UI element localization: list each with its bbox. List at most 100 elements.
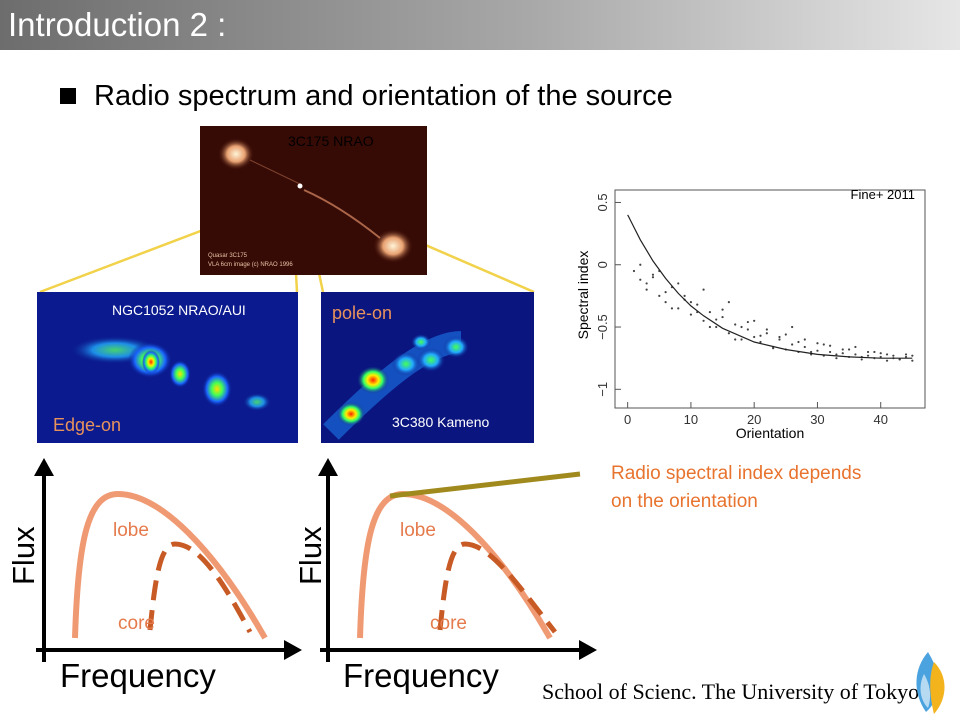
scatter-point: [696, 303, 699, 306]
slide-title: Introduction 2 :: [8, 6, 227, 43]
scatter-point: [898, 358, 901, 361]
scatter-point: [829, 350, 832, 354]
x-tick-label: 40: [873, 412, 887, 427]
scatter-point: [879, 352, 882, 355]
scatter-point: [645, 282, 648, 285]
core-label-left: core: [118, 613, 155, 634]
scatter-point: [765, 332, 768, 335]
bullet-text: Radio spectrum and orientation of the so…: [94, 80, 673, 112]
scatter-point: [778, 335, 781, 339]
scatter-point: [797, 340, 800, 344]
scatter-point: [715, 325, 718, 329]
scatter-point: [664, 291, 667, 294]
credit-line-2: VLA 6cm image (c) NRAO 1996: [208, 262, 293, 268]
scatter-point: [734, 338, 737, 341]
flux-axis-label-right: Flux: [293, 526, 328, 585]
scatter-point: [753, 335, 756, 339]
scatter-point: [911, 359, 914, 362]
scatter-point: [727, 301, 730, 304]
core-curve: [437, 541, 557, 634]
pole-on-label: pole-on: [332, 303, 393, 323]
plot-citation: Fine+ 2011: [851, 187, 915, 202]
scatter-point: [772, 347, 775, 350]
scatter-point: [727, 332, 730, 335]
y-tick-label: 0.5: [595, 193, 610, 211]
scatter-point: [715, 318, 718, 321]
scatter-point: [632, 269, 636, 273]
x-axis-arrow-icon: [579, 640, 597, 660]
scatter-point: [854, 345, 857, 349]
scatter-point: [677, 282, 680, 285]
scatter-point: [645, 288, 648, 291]
scatter-point: [702, 288, 705, 291]
scatter-point: [746, 328, 749, 331]
x-tick-label: 30: [810, 412, 824, 427]
frequency-axis-label-left: Frequency: [60, 657, 216, 694]
scatter-point: [854, 353, 857, 356]
x-axis-label: Orientation: [736, 425, 804, 441]
x-tick-label: 20: [747, 412, 761, 427]
scatter-point: [734, 323, 737, 326]
image-caption-3c380: 3C380 Kameno: [392, 414, 490, 430]
x-tick-label: 10: [684, 412, 698, 427]
scatter-point: [759, 340, 762, 344]
scatter-point: [885, 353, 889, 356]
slope-line: [389, 471, 581, 499]
y-axis-arrow-icon: [34, 458, 54, 476]
scatter-point: [670, 307, 674, 310]
edge-on-label: Edge-on: [53, 415, 122, 435]
spectral-index-note: Radio spectral index depends on the orie…: [611, 460, 861, 516]
y-tick-label: −0.5: [595, 314, 610, 340]
scatter-point: [778, 338, 781, 341]
frequency-axis-label-right: Frequency: [343, 657, 499, 694]
y-tick-label: 0: [595, 261, 610, 268]
scatter-point: [835, 353, 838, 356]
scatter-point: [879, 355, 882, 359]
scatter-point: [873, 350, 876, 354]
plot-frame: [614, 189, 926, 409]
x-tick-label: 0: [624, 412, 631, 427]
flux-axis-label-left: Flux: [6, 526, 41, 585]
scatter-point: [791, 325, 794, 329]
scatter-point: [816, 349, 819, 352]
core-curve: [147, 541, 253, 634]
scatter-point: [664, 301, 667, 304]
y-tick-label: −1: [595, 382, 610, 397]
scatter-point: [753, 319, 756, 322]
scatter-point: [740, 338, 743, 341]
note-line-1: Radio spectral index depends: [611, 463, 862, 484]
scatter-point: [677, 307, 680, 310]
scatter-point: [892, 354, 895, 357]
scatter-point: [765, 328, 768, 331]
lobe-label-right: lobe: [400, 520, 436, 541]
scatter-point: [639, 278, 642, 281]
scatter-point: [904, 353, 908, 356]
scatter-point: [721, 315, 724, 319]
footer-university-text: School of Scienc. The University of Toky…: [542, 679, 920, 704]
scatter-point: [721, 308, 724, 311]
scatter-point: [835, 357, 838, 360]
scatter-point: [759, 334, 762, 337]
scatter-point: [702, 319, 705, 322]
scatter-point: [816, 342, 819, 345]
image-ngc1052: [37, 292, 298, 443]
scatter-point: [740, 325, 743, 329]
scatter-point: [829, 344, 832, 347]
scatter-point: [822, 343, 825, 346]
scatter-point: [866, 350, 870, 354]
scatter-point: [791, 343, 794, 346]
title-bar: [0, 0, 960, 50]
scatter-point: [803, 345, 806, 349]
lobe-label-left: lobe: [113, 520, 149, 541]
scatter-point: [708, 310, 711, 314]
scatter-point: [911, 354, 914, 357]
image-caption-3c175: 3C175 NRAO: [288, 133, 374, 149]
image-3c175: Quasar 3C175 VLA 6cm image (c) NRAO 1996: [200, 126, 427, 275]
spectrum-sketch-left: [34, 458, 302, 662]
image-caption-ngc1052: NGC1052 NRAO/AUI: [112, 302, 246, 318]
university-logo-icon: [916, 652, 945, 714]
scatter-point: [803, 338, 806, 341]
scatter-point: [866, 354, 870, 357]
bullet-square-icon: [60, 88, 76, 104]
x-axis-arrow-icon: [284, 640, 302, 660]
